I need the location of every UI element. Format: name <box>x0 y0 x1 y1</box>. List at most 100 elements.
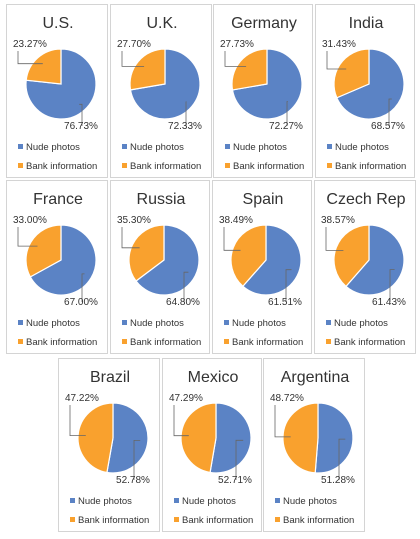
pie-chart: U.K. 72.33% 27.70% Nude photos Bank informat… <box>117 15 202 172</box>
data-label-nude-photos: 61.51% <box>268 297 302 308</box>
legend-swatch <box>122 339 127 344</box>
legend-nude-photos: Nude photos <box>78 496 132 507</box>
chart-title: Brazil <box>90 369 130 386</box>
data-label-nude-photos: 72.33% <box>168 121 202 132</box>
pie-slice-nude-photos <box>29 224 97 296</box>
pie-slice-nude-photos <box>106 402 149 474</box>
chart-panel: Czech Rep 61.43% 38.57% Nude photos Bank inf… <box>314 180 416 354</box>
pie-slice-bank-information <box>25 224 62 278</box>
legend-nude-photos: Nude photos <box>334 318 388 329</box>
pie-slice-bank-information <box>282 402 319 474</box>
pie-slice-bank-information <box>129 48 166 91</box>
pie-slice-nude-photos <box>314 402 354 474</box>
data-label-nude-photos: 67.00% <box>64 297 98 308</box>
chart-title: France <box>33 191 83 208</box>
legend-swatch <box>18 320 23 325</box>
legend-bank-information: Bank information <box>78 515 149 526</box>
legend-bank-information: Bank information <box>233 161 304 172</box>
data-label-bank-information: 38.49% <box>219 215 253 226</box>
leader-line <box>133 440 141 480</box>
legend-bank-information: Bank information <box>232 337 303 348</box>
legend-nude-photos: Nude photos <box>232 318 286 329</box>
leader-line <box>274 405 291 438</box>
legend-swatch <box>18 339 23 344</box>
leader-line <box>121 51 145 67</box>
pie-slice-nude-photos <box>241 224 302 296</box>
pie-slice-bank-information <box>77 402 114 474</box>
data-label-bank-information: 47.29% <box>169 393 203 404</box>
chart-panel: India 68.57% 31.43% Nude photos Bank informa… <box>315 4 415 178</box>
leader-line <box>79 103 83 126</box>
legend-nude-photos: Nude photos <box>130 142 184 153</box>
leader-line <box>235 439 244 480</box>
legend-bank-information: Bank information <box>283 515 354 526</box>
legend-bank-information: Bank information <box>182 515 253 526</box>
leader-line <box>325 227 344 251</box>
pie-chart: Spain 61.51% 38.49% Nude photos Bank informa… <box>219 191 303 348</box>
pie-slice-bank-information <box>333 48 370 99</box>
pie-slice-bank-information <box>333 224 370 288</box>
data-label-nude-photos: 61.43% <box>372 297 406 308</box>
data-label-bank-information: 23.27% <box>13 39 47 50</box>
legend-nude-photos: Nude photos <box>182 496 236 507</box>
leader-line <box>17 227 38 247</box>
pie-slice-nude-photos <box>209 402 252 474</box>
legend-swatch <box>327 144 332 149</box>
chart-panel: U.K. 72.33% 27.70% Nude photos Bank informat… <box>110 4 212 178</box>
legend-bank-information: Bank information <box>130 161 201 172</box>
leader-line <box>389 269 395 302</box>
legend-swatch <box>18 144 23 149</box>
chart-title: U.S. <box>42 15 73 32</box>
legend-swatch <box>327 163 332 168</box>
pie-chart: Brazil 52.78% 47.22% Nude photos Bank inform… <box>65 369 150 526</box>
pie-chart: Germany 72.27% 27.73% Nude photos Bank infor… <box>220 15 304 172</box>
legend-bank-information: Bank information <box>26 161 97 172</box>
legend-nude-photos: Nude photos <box>130 318 184 329</box>
pie-slice-nude-photos <box>135 224 200 296</box>
leader-line <box>173 405 189 437</box>
chart-panel: Brazil 52.78% 47.22% Nude photos Bank inform… <box>58 358 160 532</box>
pie-slice-bank-information <box>180 402 217 474</box>
pie-chart: India 68.57% 31.43% Nude photos Bank informa… <box>322 15 406 172</box>
data-label-bank-information: 33.00% <box>13 215 47 226</box>
pie-chart: France 67.00% 33.00% Nude photos Bank inform… <box>13 191 98 348</box>
legend-swatch <box>225 144 230 149</box>
legend-swatch <box>122 144 127 149</box>
legend-bank-information: Bank information <box>335 161 406 172</box>
chart-panel: France 67.00% 33.00% Nude photos Bank inform… <box>6 180 108 354</box>
pie-slice-bank-information <box>230 224 267 288</box>
pie-slice-nude-photos <box>25 48 97 120</box>
chart-title: India <box>349 15 384 32</box>
data-label-bank-information: 48.72% <box>270 393 304 404</box>
legend-nude-photos: Nude photos <box>26 142 80 153</box>
pie-slice-nude-photos <box>336 48 405 120</box>
chart-title: Spain <box>243 191 284 208</box>
pie-chart: U.S. 76.73% 23.27% Nude photos Bank informat… <box>13 15 98 172</box>
chart-panel: Mexico 52.71% 47.29% Nude photos Bank inform… <box>162 358 262 532</box>
pie-slice-nude-photos <box>345 224 405 296</box>
legend-swatch <box>174 517 179 522</box>
legend-nude-photos: Nude photos <box>26 318 80 329</box>
legend-swatch <box>275 498 280 503</box>
leader-line <box>223 227 241 251</box>
data-label-nude-photos: 64.80% <box>166 297 200 308</box>
pie-chart: Czech Rep 61.43% 38.57% Nude photos Bank inf… <box>321 191 406 348</box>
legend-swatch <box>224 320 229 325</box>
data-label-nude-photos: 68.57% <box>371 121 405 132</box>
legend-bank-information: Bank information <box>334 337 405 348</box>
leader-line <box>286 101 288 126</box>
pie-chart: Argentina 51.28% 48.72% Nude photos Bank inf… <box>270 369 355 526</box>
legend-nude-photos: Nude photos <box>283 496 337 507</box>
legend-swatch <box>326 339 331 344</box>
data-label-bank-information: 31.43% <box>322 39 356 50</box>
legend-bank-information: Bank information <box>26 337 97 348</box>
leader-line <box>285 269 292 302</box>
leader-line <box>388 98 392 126</box>
leader-line <box>81 273 85 302</box>
chart-panel: Argentina 51.28% 48.72% Nude photos Bank inf… <box>263 358 365 532</box>
leader-line <box>183 271 189 302</box>
legend-swatch <box>225 163 230 168</box>
legend-swatch <box>275 517 280 522</box>
legend-swatch <box>122 163 127 168</box>
data-label-nude-photos: 52.71% <box>218 475 252 486</box>
